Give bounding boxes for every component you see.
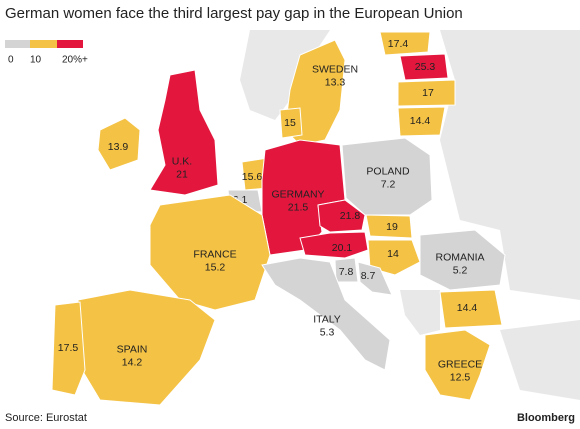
country-value: 8.7 [361,270,376,282]
country [365,214,413,239]
country [357,261,393,296]
country [51,301,86,396]
country [149,69,219,196]
country-name: GREECE [438,358,482,370]
country-name: POLAND [366,165,410,177]
country-value: 15.6 [242,171,263,183]
country [149,194,271,311]
country-value: 15.2 [205,261,226,273]
country-name: U.K. [172,155,192,167]
country-value: 15 [284,117,296,129]
country-value: 5.2 [453,264,468,276]
country [341,137,433,216]
country-value: 7.8 [339,266,354,278]
balkans [400,290,440,335]
country-name: SPAIN [117,343,148,355]
country-name: SWEDEN [312,63,358,75]
country-value: 14.2 [122,356,143,368]
country-value: 14 [387,248,399,260]
country-value: 20.1 [332,242,353,254]
country-value: 13.9 [108,141,129,153]
country [334,257,359,283]
country-name: FRANCE [193,248,236,260]
country [261,257,391,371]
country [419,229,506,291]
country-value: 14.4 [457,302,478,314]
legend-swatch [5,40,30,48]
country [317,199,366,233]
country-value: 5.3 [320,326,335,338]
legend-label: 0 [8,55,14,66]
source: Source: Eurostat [5,412,87,424]
country [424,329,491,401]
country-name: ITALY [313,313,341,325]
country-value: 14.4 [410,115,431,127]
country-value: 19 [386,221,398,233]
country-name: GERMANY [271,188,324,200]
country-value: 21.8 [340,210,361,222]
country [399,53,449,81]
country [379,31,431,56]
legend: 0 10 20%+ [5,40,88,66]
legend-label: 20%+ [62,55,88,66]
country [279,107,303,139]
legend-swatch [30,40,57,48]
legend-swatch [57,40,83,48]
country-value: 17 [422,87,434,99]
country-value: 17.4 [388,38,409,50]
country-value: 25.3 [415,61,436,73]
country [367,239,421,276]
country [261,139,346,256]
country [97,117,141,171]
country [397,106,446,137]
country [77,289,216,406]
turkey [500,320,580,400]
country-value: 7.2 [381,178,396,190]
country-value: 21.5 [288,201,309,213]
country-value: 12.5 [450,371,471,383]
country [299,231,369,259]
country-value: 21 [176,168,188,180]
east-land [440,30,580,300]
brand: Bloomberg [517,412,575,424]
country-value: 17.5 [58,342,79,354]
country-name: ROMANIA [435,251,484,263]
country [439,289,503,329]
legend-label: 10 [30,55,42,66]
country [397,79,456,107]
title: German women face the third largest pay … [5,5,463,22]
country-value: 13.3 [325,76,346,88]
